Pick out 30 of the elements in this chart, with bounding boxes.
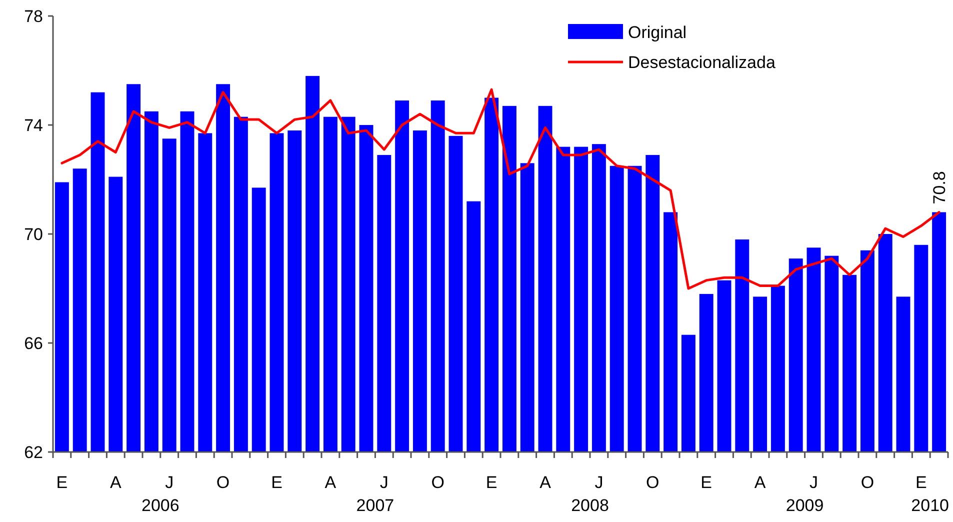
x-tick-label: O <box>646 473 660 492</box>
x-tick-label: E <box>915 473 927 492</box>
x-tick-label: A <box>540 473 552 492</box>
text: 2008 <box>571 496 609 515</box>
y-tick-label: 66 <box>24 334 43 353</box>
y-tick-label: 74 <box>24 116 43 135</box>
x-tick-label: J <box>165 473 174 492</box>
x-tick-label: J <box>380 473 388 492</box>
x-tick-label: J <box>594 473 604 492</box>
data-label: 70.8 <box>930 171 950 204</box>
x-tick-label: A <box>324 473 337 492</box>
x-tick-label: A <box>754 473 766 492</box>
text: 2006 <box>141 496 180 515</box>
x-tick-label: E <box>700 473 712 492</box>
x-tick-label: O <box>431 473 444 492</box>
text: 2010 <box>911 496 950 515</box>
text: 2007 <box>356 496 394 515</box>
x-tick-label: E <box>271 473 282 492</box>
x-tick-label: J <box>810 473 818 492</box>
x-tick-label: E <box>486 473 498 492</box>
y-tick-label: 62 <box>24 442 43 462</box>
x-tick-label: O <box>216 473 230 492</box>
x-tick-label: A <box>110 473 122 492</box>
y-tick-label: 70 <box>24 224 43 244</box>
text: 2009 <box>786 496 824 515</box>
x-tick-label: E <box>56 473 68 492</box>
x-tick-label: O <box>860 473 874 492</box>
legend-label: Desestacionalizada <box>628 52 776 72</box>
y-tick-label: 78 <box>24 6 43 26</box>
legend-label: Original <box>628 22 687 42</box>
